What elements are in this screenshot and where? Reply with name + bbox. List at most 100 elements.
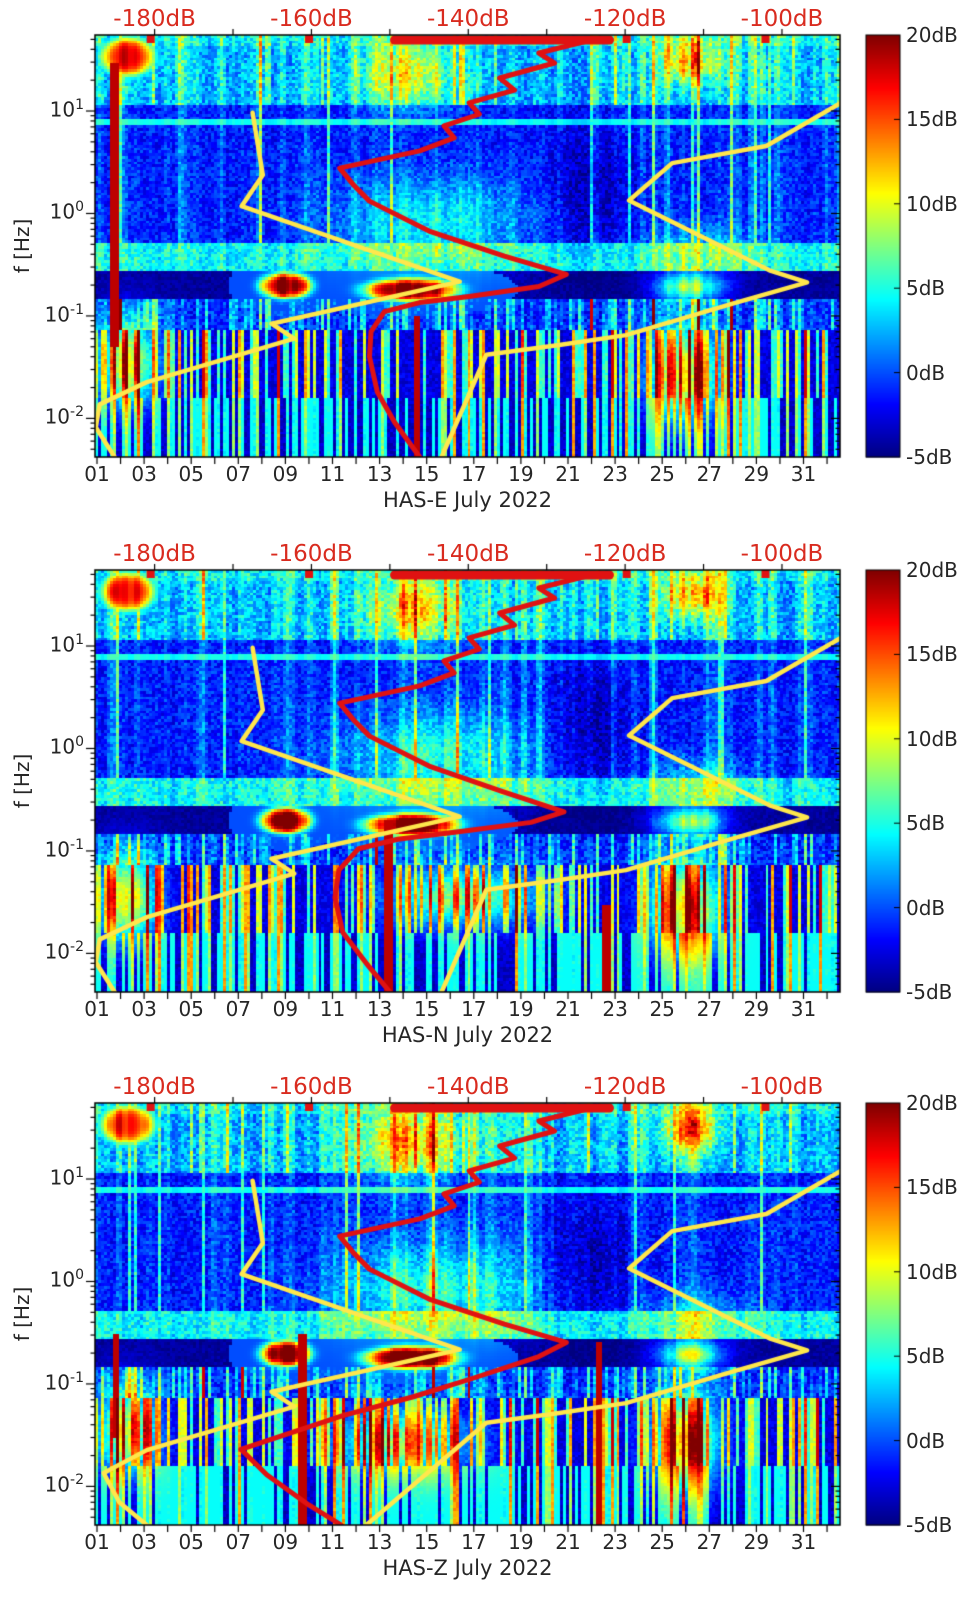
freq-axis-label: f [Hz] — [10, 753, 34, 809]
top-axis-label: -140dB — [426, 541, 510, 567]
x-tick-label: 05 — [178, 1530, 204, 1554]
x-tick-label: 15 — [413, 462, 440, 486]
y-tick-label: 10-2 — [24, 1472, 84, 1497]
x-tick-label: 27 — [696, 997, 723, 1021]
y-tick-base: 10 — [44, 940, 71, 965]
top-axis-label: -160dB — [270, 1074, 353, 1100]
colorbar-tick-label: 10dB — [906, 726, 958, 751]
x-tick-label: 11 — [319, 462, 346, 486]
x-tick-label: 17 — [461, 1530, 487, 1554]
y-tick-label: 100 — [24, 1267, 84, 1292]
x-tick-label: 01 — [84, 1530, 110, 1554]
top-axis-label: -160dB — [270, 6, 353, 32]
x-tick-label: 19 — [508, 1530, 534, 1554]
y-tick-label: 10-2 — [24, 939, 84, 964]
y-tick-label: 101 — [24, 97, 84, 122]
y-tick-base: 10 — [49, 97, 76, 122]
colorbar-tick-label: 0dB — [906, 1428, 946, 1453]
spectrogram-panel-has-z: -180dB -160dB -140dB -120dB -100dB 101 100 10-1… — [0, 1068, 962, 1599]
y-tick-exponent: 0 — [75, 1267, 84, 1284]
x-tick-label: 23 — [602, 1530, 628, 1554]
y-tick-exponent: -1 — [70, 301, 84, 318]
x-tick-label: 31 — [790, 997, 817, 1021]
colorbar-tick-label: 5dB — [906, 1344, 946, 1369]
spectrogram-canvas — [0, 535, 962, 1066]
x-tick-label: 19 — [508, 462, 534, 486]
top-axis-label: -180dB — [113, 6, 196, 32]
y-tick-exponent: -1 — [70, 836, 84, 853]
x-tick-label: 13 — [366, 997, 393, 1021]
y-tick-label: 100 — [24, 734, 84, 759]
colorbar-tick-label: 15dB — [906, 1175, 958, 1200]
xlabel: HAS-E July 2022 — [383, 488, 552, 512]
colorbar-tick-label: 5dB — [906, 811, 946, 836]
y-tick-exponent: -1 — [70, 1369, 84, 1386]
y-tick-base: 10 — [44, 1473, 71, 1498]
y-tick-base: 10 — [49, 735, 76, 760]
top-axis-label: -180dB — [113, 541, 196, 567]
x-tick-label: 07 — [225, 997, 252, 1021]
freq-axis-label: f [Hz] — [10, 1286, 34, 1342]
x-tick-label: 15 — [413, 997, 440, 1021]
x-tick-label: 05 — [178, 997, 204, 1021]
x-tick-label: 05 — [178, 462, 204, 486]
x-tick-label: 23 — [602, 997, 628, 1021]
colorbar-tick-label: 20dB — [906, 558, 958, 582]
x-tick-label: 21 — [555, 1530, 581, 1554]
spectrogram-panel-has-n: -180dB -160dB -140dB -120dB -100dB 101 100 10-1… — [0, 535, 962, 1066]
x-tick-label: 11 — [319, 997, 346, 1021]
y-tick-exponent: 1 — [75, 97, 84, 114]
colorbar-tick-label: 0dB — [906, 360, 946, 385]
x-tick-label: 09 — [272, 462, 299, 486]
x-tick-label: 25 — [649, 1530, 675, 1554]
x-tick-label: 29 — [743, 997, 770, 1021]
y-tick-base: 10 — [49, 1268, 76, 1293]
top-axis-label: -120dB — [583, 6, 667, 32]
x-tick-label: 15 — [413, 1530, 440, 1554]
colorbar-tick-label: -5dB — [906, 1513, 953, 1537]
spectrogram-canvas — [0, 0, 962, 531]
y-tick-exponent: -2 — [70, 939, 84, 956]
y-tick-base: 10 — [49, 632, 76, 657]
colorbar-tick-label: -5dB — [906, 980, 953, 1004]
y-tick-label: 10-1 — [24, 837, 84, 862]
colorbar-tick-label: 10dB — [906, 1259, 958, 1284]
y-tick-base: 10 — [49, 1165, 76, 1190]
x-tick-label: 21 — [555, 997, 581, 1021]
y-tick-base: 10 — [44, 1370, 71, 1395]
colorbar-tick-label: 10dB — [906, 191, 958, 216]
x-tick-label: 07 — [225, 462, 252, 486]
x-tick-label: 29 — [743, 1530, 770, 1554]
x-tick-label: 31 — [790, 462, 817, 486]
x-tick-label: 03 — [131, 1530, 157, 1554]
x-tick-label: 13 — [366, 1530, 393, 1554]
spectrogram-canvas — [0, 1068, 962, 1599]
y-tick-base: 10 — [49, 200, 76, 225]
x-tick-label: 09 — [272, 997, 299, 1021]
y-tick-exponent: 1 — [75, 632, 84, 649]
x-tick-label: 17 — [461, 462, 487, 486]
y-tick-label: 10-1 — [24, 1370, 84, 1395]
top-axis-label: -100dB — [740, 1074, 824, 1100]
x-tick-label: 25 — [649, 462, 675, 486]
colorbar-tick-label: -5dB — [906, 445, 953, 469]
y-tick-exponent: -2 — [70, 404, 84, 421]
y-tick-base: 10 — [44, 302, 71, 327]
top-axis-label: -100dB — [740, 6, 824, 32]
x-tick-label: 23 — [602, 462, 628, 486]
freq-axis-label: f [Hz] — [10, 218, 34, 274]
top-axis-label: -120dB — [583, 1074, 667, 1100]
top-axis-label: -100dB — [740, 541, 824, 567]
y-tick-label: 100 — [24, 199, 84, 224]
x-tick-label: 17 — [461, 997, 487, 1021]
y-tick-label: 10-1 — [24, 302, 84, 327]
x-tick-label: 31 — [790, 1530, 817, 1554]
y-tick-label: 10-2 — [24, 404, 84, 429]
spectrogram-panel-has-e: -180dB -160dB -140dB -120dB -100dB 101 100 10-1… — [0, 0, 962, 531]
top-axis-label: -120dB — [583, 541, 667, 567]
top-axis-label: -160dB — [270, 541, 353, 567]
top-axis-label: -140dB — [426, 6, 510, 32]
colorbar-tick-label: 5dB — [906, 276, 946, 301]
x-tick-label: 25 — [649, 997, 675, 1021]
